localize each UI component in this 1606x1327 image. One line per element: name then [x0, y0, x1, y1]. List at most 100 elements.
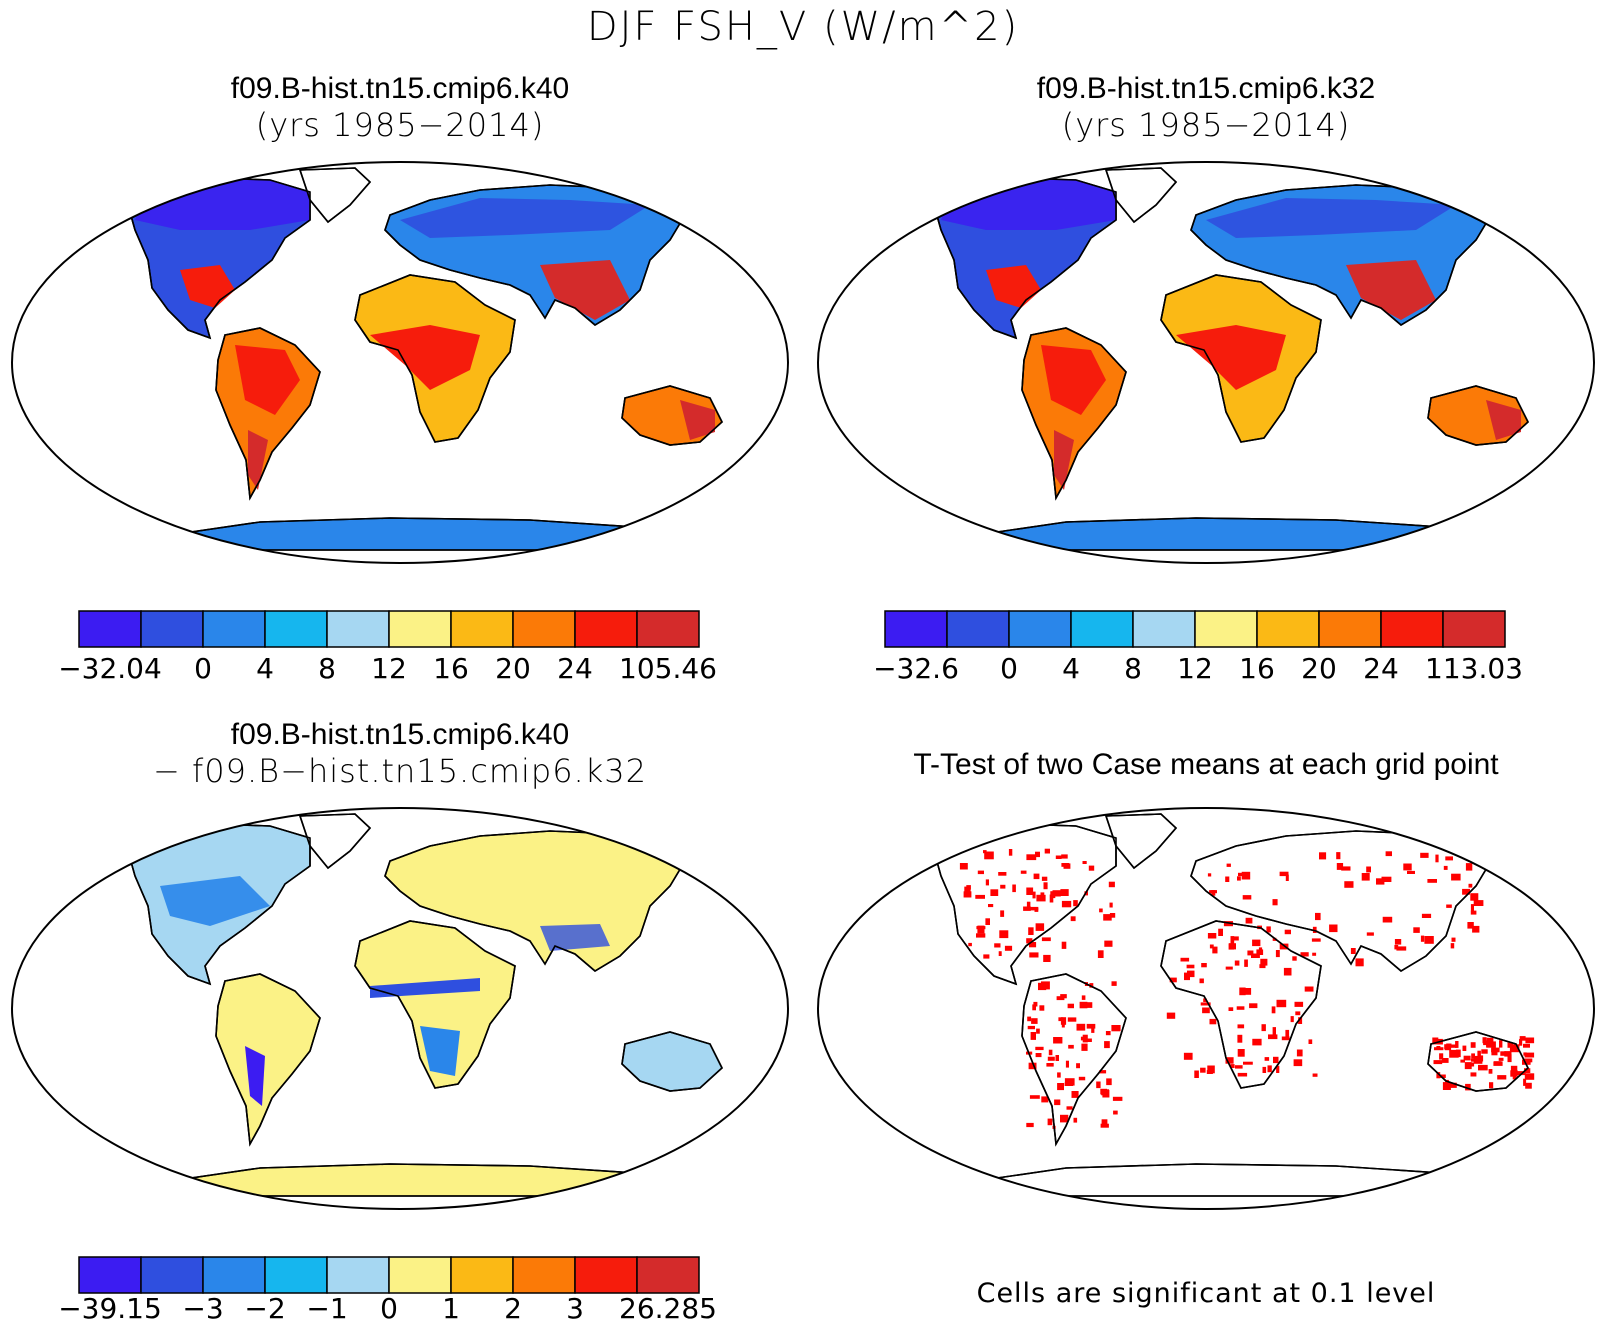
significant-cell [1080, 1036, 1085, 1041]
significant-cell [1463, 1055, 1471, 1061]
significant-cell [1201, 963, 1207, 968]
significant-cell [1259, 964, 1266, 969]
colorbar-tick-label: 0 [194, 652, 212, 685]
significant-cell [1336, 863, 1344, 870]
significance-note: Cells are significant at 0.1 level [976, 1278, 1436, 1309]
significant-cell [1000, 884, 1006, 889]
significant-cell [1026, 901, 1031, 910]
significant-cell [1058, 1017, 1064, 1022]
significant-cell [1519, 1036, 1526, 1041]
diff-patch-sa [245, 1046, 265, 1106]
significant-cell [1026, 887, 1034, 895]
significant-cell [1376, 878, 1385, 885]
significant-cell [1292, 956, 1297, 961]
map-frame [817, 161, 1595, 564]
significant-cell [1035, 1046, 1044, 1051]
significant-cell [1200, 1002, 1211, 1006]
significant-cell [1073, 1117, 1078, 1123]
significant-cell [1504, 1051, 1512, 1057]
significant-cell [1394, 944, 1399, 950]
colorbar-swatch [946, 610, 1010, 648]
significant-cell [1462, 1045, 1467, 1051]
significant-cell [1361, 873, 1370, 881]
significant-cell [1436, 1072, 1441, 1079]
colorbar-swatch [140, 610, 204, 648]
significant-cell [1470, 904, 1474, 912]
colorbar-tick-label: 0 [380, 1292, 398, 1325]
significant-cell [1525, 1037, 1535, 1044]
significant-cell [1207, 873, 1212, 877]
significant-cell [1012, 884, 1016, 893]
significant-cell [1057, 1083, 1064, 1091]
significant-cell [1275, 950, 1280, 958]
panel-diff-title: f09.B-hist.tn15.cmip6.k40 − f09.B−hist.t… [10, 718, 790, 790]
significant-cell [1344, 881, 1354, 888]
significant-cell [1091, 1027, 1095, 1033]
significant-cell [1260, 958, 1268, 966]
significant-cell [1264, 1057, 1270, 1061]
significant-cell [1099, 1070, 1107, 1074]
significant-cell [1449, 1049, 1459, 1058]
significant-cell [988, 904, 994, 908]
significant-cell [1394, 939, 1402, 945]
significant-cell [1038, 982, 1047, 991]
significant-cell [1296, 1049, 1303, 1057]
significant-cell [1455, 1041, 1459, 1048]
outline-southAmerica [1021, 327, 1127, 501]
outline-africa [354, 920, 516, 1089]
significant-cell [1230, 936, 1239, 941]
significant-cell [1044, 848, 1050, 854]
map-content [818, 808, 1594, 1209]
significant-cell [1041, 876, 1048, 881]
significant-cell [1451, 873, 1461, 881]
significant-cell [1060, 1017, 1067, 1025]
significant-cell [1473, 900, 1484, 906]
colorbar-tick-label: 2 [504, 1292, 522, 1325]
significant-cell [1206, 1070, 1213, 1074]
map-content [12, 808, 788, 1209]
significant-cell [1207, 1065, 1215, 1074]
colorbar-swatch [202, 610, 266, 648]
map-ttest [817, 807, 1595, 1210]
significant-cell [1252, 1038, 1262, 1046]
significant-cell [1028, 1062, 1037, 1070]
significant-cell [1396, 946, 1407, 951]
significant-cell [1226, 863, 1231, 867]
significant-cell [1524, 1052, 1535, 1058]
significant-cell [1519, 1039, 1523, 1046]
significant-cell [1056, 996, 1065, 1001]
significant-cell [1026, 1122, 1034, 1128]
significant-cell [1055, 1055, 1059, 1061]
significant-cell [1477, 1050, 1481, 1057]
outline-southAmerica [215, 327, 321, 501]
colorbar-swatch [264, 1256, 328, 1294]
significant-cell [1248, 919, 1252, 924]
colorbar-swatch [326, 1256, 390, 1294]
outline-australia [621, 1031, 723, 1092]
colorbar-tick-label: 12 [371, 652, 407, 685]
panel-k40-title: f09.B-hist.tn15.cmip6.k40 (yrs 1985−2014… [10, 72, 790, 144]
significant-cell [1180, 957, 1190, 962]
significant-cell [1304, 986, 1314, 992]
diff-band-sahel [370, 978, 480, 998]
significant-cell [1064, 1078, 1075, 1086]
colorbar-tick-label: 12 [1177, 652, 1213, 685]
colorbar-tick-label: 16 [433, 652, 469, 685]
significant-cell [1290, 1016, 1294, 1023]
colorbar-swatch [78, 610, 142, 648]
significant-cell [1183, 1052, 1193, 1060]
panel-diff-title-line2: − f09.B−hist.tn15.cmip6.k32 [153, 752, 647, 790]
significant-cell [1112, 1096, 1123, 1101]
significant-cell [1451, 937, 1456, 942]
panel-k32-title-line2: (yrs 1985−2014) [1061, 106, 1351, 144]
significant-cell [1403, 863, 1412, 871]
significant-cell [1225, 876, 1230, 882]
significant-cell [1008, 849, 1013, 856]
colorbar-tick-label: −39.15 [58, 1292, 162, 1325]
significant-cell [1442, 1082, 1451, 1090]
significant-cell [1241, 871, 1251, 880]
significant-cell [1054, 1099, 1061, 1106]
significant-cell [1060, 889, 1069, 896]
significant-cell [1494, 1061, 1502, 1066]
significant-cell [1029, 952, 1039, 958]
